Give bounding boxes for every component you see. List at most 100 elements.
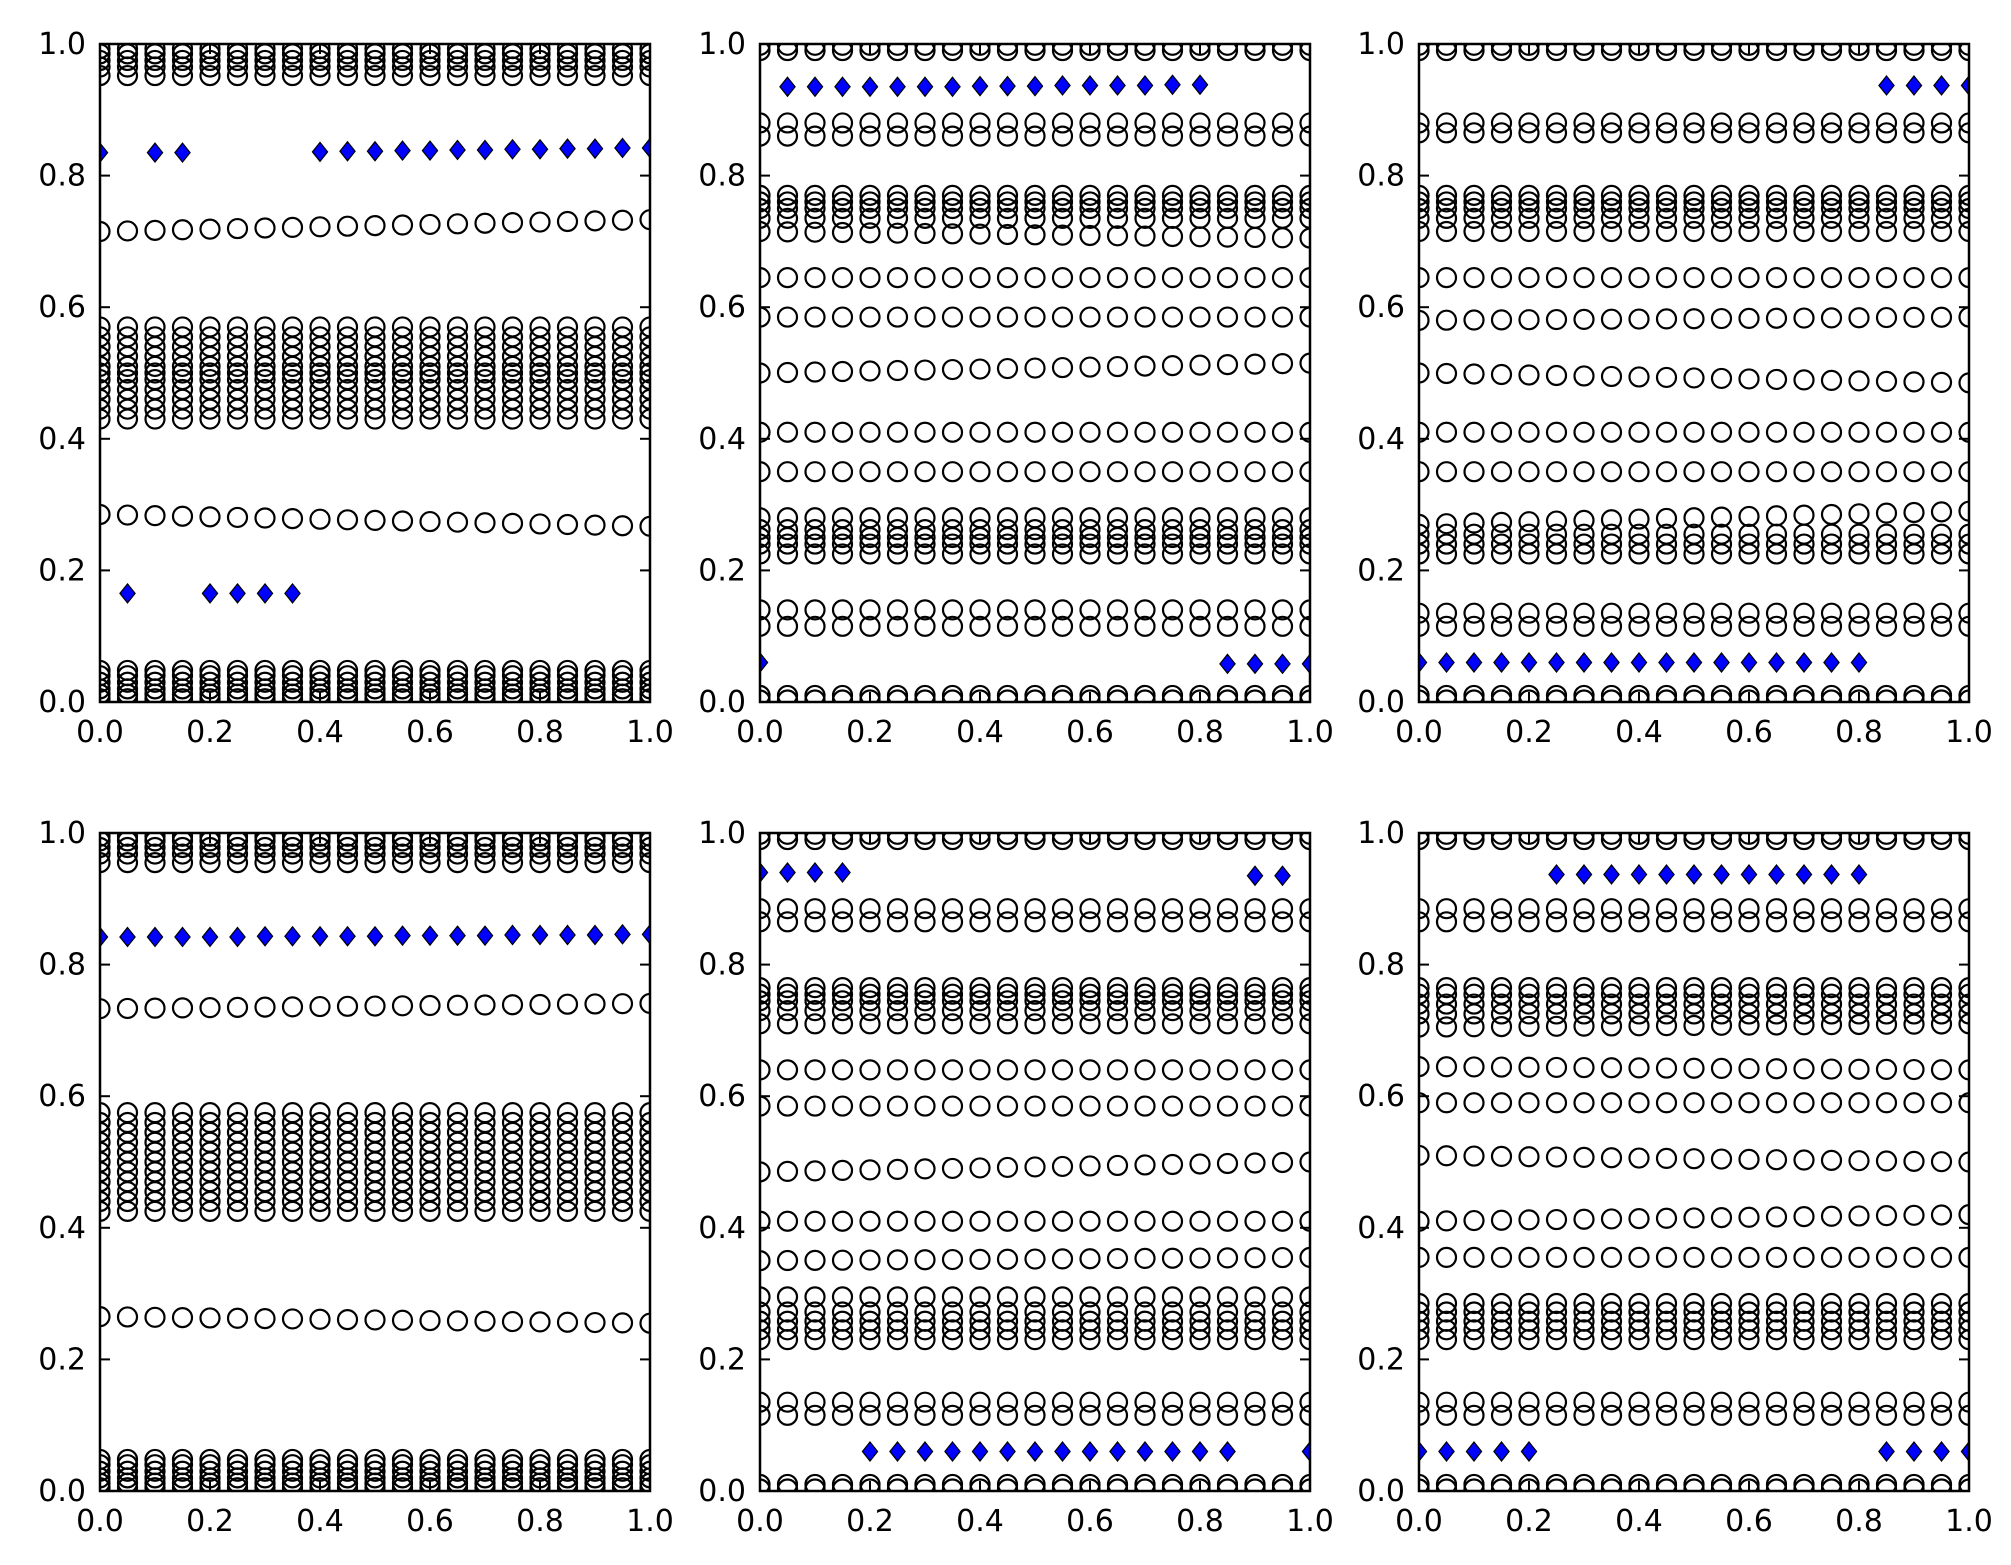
open-circle-point xyxy=(996,533,1019,555)
open-circle-point xyxy=(1299,352,1310,374)
open-circle-point xyxy=(1848,1391,1870,1413)
open-circle-point xyxy=(1573,44,1595,62)
open-circle-point xyxy=(639,398,650,420)
open-circle-point xyxy=(1271,1286,1294,1308)
open-circle-point xyxy=(914,599,936,621)
open-circle-point xyxy=(1820,307,1843,329)
open-circle-point xyxy=(1106,833,1129,845)
open-circle-point xyxy=(1051,356,1074,379)
open-circle-point xyxy=(309,64,331,87)
open-circle-point xyxy=(996,44,1019,62)
plot-area xyxy=(760,44,1310,702)
open-circle-point xyxy=(831,1013,854,1035)
open-circle-point xyxy=(1244,615,1266,637)
open-circle-point xyxy=(391,44,414,60)
open-circle-point xyxy=(226,362,249,384)
open-circle-point xyxy=(1051,833,1074,851)
diamond-point xyxy=(504,924,521,946)
x-tick-label: 0.8 xyxy=(1835,715,1883,750)
open-circle-point xyxy=(1079,898,1101,920)
open-circle-point xyxy=(100,1460,111,1482)
open-circle-point xyxy=(639,1111,650,1134)
open-circle-point xyxy=(969,1248,991,1270)
open-circle-point xyxy=(116,665,139,687)
open-circle-point xyxy=(1161,44,1184,62)
open-circle-point xyxy=(611,49,634,72)
open-circle-point xyxy=(100,1306,111,1328)
open-circle-point xyxy=(941,1478,964,1491)
open-circle-point xyxy=(1930,191,1953,213)
open-circle-point xyxy=(611,44,634,60)
diamond-point xyxy=(1713,863,1730,885)
open-circle-point xyxy=(1244,1301,1266,1323)
open-circle-point xyxy=(1765,197,1788,220)
open-circle-point xyxy=(1710,461,1733,483)
open-circle-point xyxy=(1820,1014,1843,1036)
open-circle-point xyxy=(1490,511,1513,533)
open-circle-point xyxy=(859,1301,881,1323)
open-circle-point xyxy=(1628,44,1650,56)
diamond-point xyxy=(366,925,384,947)
open-circle-point xyxy=(1738,833,1760,851)
open-circle-point xyxy=(996,990,1019,1012)
open-circle-point xyxy=(1463,122,1485,144)
open-circle-point xyxy=(1299,44,1310,62)
open-circle-point xyxy=(446,833,469,847)
open-circle-point xyxy=(391,671,414,693)
open-circle-point xyxy=(364,843,386,865)
open-circle-point xyxy=(1518,523,1540,545)
open-circle-point xyxy=(336,836,359,859)
open-circle-point xyxy=(1875,191,1898,213)
open-circle-point xyxy=(1106,684,1129,702)
open-circle-point xyxy=(1820,207,1843,229)
open-circle-point xyxy=(914,1391,936,1413)
open-circle-point xyxy=(1490,1310,1513,1332)
y-tick-label: 1.0 xyxy=(1357,816,1405,851)
open-circle-point xyxy=(1738,602,1760,624)
open-circle-point xyxy=(776,184,799,206)
open-circle-point xyxy=(1573,1404,1595,1426)
open-circle-point xyxy=(1738,44,1760,56)
open-circle-point xyxy=(1683,112,1705,134)
open-circle-point xyxy=(1545,122,1568,144)
open-circle-point xyxy=(1600,833,1623,851)
open-circle-point xyxy=(1820,197,1843,220)
open-circle-point xyxy=(1545,461,1568,483)
open-circle-point xyxy=(1875,306,1898,329)
open-circle-point xyxy=(1710,1014,1733,1036)
open-circle-point xyxy=(1106,615,1129,637)
open-circle-point xyxy=(996,112,1019,134)
open-circle-point xyxy=(1051,519,1074,541)
open-circle-point xyxy=(914,1286,936,1308)
open-circle-point xyxy=(776,191,799,213)
open-circle-point xyxy=(1161,833,1184,845)
open-circle-point xyxy=(760,197,771,220)
open-circle-point xyxy=(639,1460,650,1482)
open-circle-point xyxy=(1134,461,1156,483)
open-circle-point xyxy=(886,421,909,443)
open-circle-point xyxy=(1710,983,1733,1005)
open-circle-point xyxy=(1134,1310,1156,1332)
open-circle-point xyxy=(1600,191,1623,213)
open-circle-point xyxy=(1518,911,1540,933)
open-circle-point xyxy=(1793,993,1815,1015)
open-circle-point xyxy=(1600,44,1623,56)
open-circle-point xyxy=(1216,421,1239,443)
open-circle-point xyxy=(1435,122,1458,144)
open-circle-point xyxy=(639,515,650,537)
open-circle-point xyxy=(1435,1404,1458,1426)
open-circle-point xyxy=(1793,191,1815,213)
open-circle-point xyxy=(859,1391,881,1413)
open-circle-point xyxy=(1463,266,1485,289)
open-circle-point xyxy=(760,44,771,62)
open-circle-point xyxy=(556,1460,579,1482)
diamond-point xyxy=(146,926,164,948)
open-circle-point xyxy=(639,316,650,338)
open-circle-point xyxy=(226,671,249,693)
open-circle-point xyxy=(1600,365,1623,388)
open-circle-point xyxy=(1655,207,1678,229)
open-circle-point xyxy=(1161,1013,1184,1035)
open-circle-point xyxy=(116,504,139,526)
open-circle-point xyxy=(529,1111,551,1134)
open-circle-point xyxy=(226,659,249,682)
